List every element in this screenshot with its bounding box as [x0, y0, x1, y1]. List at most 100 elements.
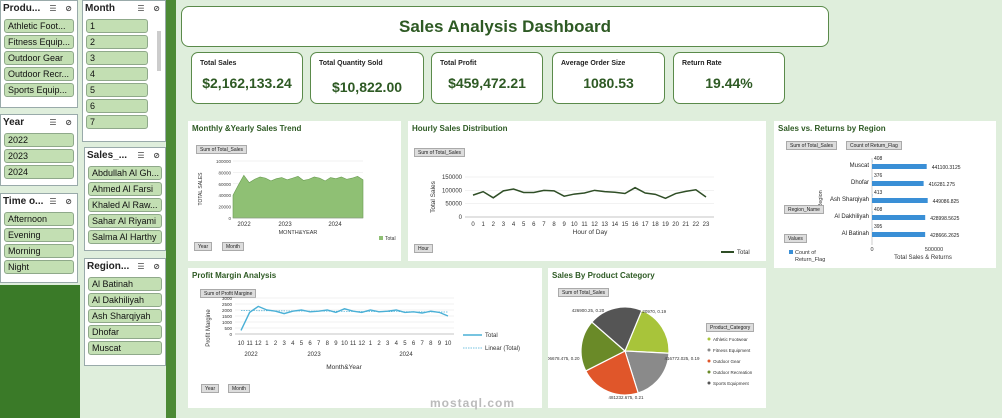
- x-tick-label: 17: [642, 222, 649, 228]
- field-button[interactable]: Sum of Total_Sales: [196, 145, 247, 154]
- sales-bar: [872, 215, 926, 220]
- filter-clear-icon[interactable]: ☰ ⊘: [137, 151, 163, 160]
- slicer-item[interactable]: 2022: [4, 133, 74, 147]
- chart-title: Sales vs. Returns by Region: [778, 124, 886, 133]
- kpi-label: Return Rate: [682, 60, 722, 67]
- region-label: Muscat: [850, 163, 870, 169]
- field-button[interactable]: Count of Return_Flag: [846, 141, 902, 150]
- slicer-item[interactable]: 4: [86, 67, 148, 81]
- month-field-button[interactable]: Month: [222, 242, 244, 251]
- x-tick-label: 12: [591, 222, 598, 228]
- y-tick-label: 1500: [222, 314, 233, 319]
- kpi-card-total-sales: Total Sales $2,162,133.24: [191, 52, 303, 104]
- year-field-button[interactable]: Year: [201, 384, 220, 393]
- filter-clear-icon[interactable]: ☰ ⊘: [137, 262, 163, 271]
- slicer-item[interactable]: Khaled Al Raw...: [88, 198, 162, 212]
- slicer-item[interactable]: Ahmed Al Farsi: [88, 182, 162, 196]
- year-slicer-title: Year: [3, 117, 25, 128]
- slicer-item[interactable]: Salma Al Harthy: [88, 230, 162, 244]
- x-tick-label: 4: [512, 222, 516, 228]
- slicer-item[interactable]: Al Batinah: [88, 277, 162, 291]
- year-field-button[interactable]: Year: [194, 242, 213, 251]
- category-field-button[interactable]: Product_Category: [706, 323, 755, 332]
- slicer-item[interactable]: Fitness Equip...: [4, 35, 74, 49]
- values-field-button[interactable]: Values: [784, 234, 807, 243]
- kpi-value: 19.44%: [705, 75, 753, 91]
- slicer-item[interactable]: Outdoor Gear: [4, 51, 74, 65]
- x-tick-label: 4: [395, 341, 399, 347]
- legend-label: Athletic Footwear: [713, 337, 748, 342]
- filter-clear-icon[interactable]: ☰ ⊘: [137, 4, 163, 13]
- slicer-item[interactable]: Sahar Al Riyami: [88, 214, 162, 228]
- slicer-item[interactable]: 5: [86, 83, 148, 97]
- region-field-button[interactable]: Region_Name: [784, 205, 824, 214]
- sales-label: 428998.5625: [930, 216, 959, 222]
- returns-label: 413: [874, 190, 883, 196]
- x-tick-label: 10: [341, 341, 348, 347]
- x-tick-label: 22: [693, 222, 700, 228]
- x-tick-label: 500000: [925, 247, 943, 253]
- slice-data-label: 481232.675, 0.21: [608, 395, 644, 400]
- kpi-value: $10,822.00: [331, 79, 403, 95]
- slicer-item[interactable]: 1: [86, 19, 148, 33]
- hourly-sales-line: [472, 186, 707, 200]
- x-tick-label: 1: [481, 222, 485, 228]
- y-tick-label: 20000: [218, 205, 231, 210]
- slicer-item[interactable]: 3: [86, 51, 148, 65]
- x-tick-label: 11: [581, 222, 588, 228]
- slicer-item[interactable]: 7: [86, 115, 148, 129]
- returns-label: 376: [874, 173, 883, 179]
- slicer-item[interactable]: Morning: [4, 244, 74, 258]
- slicer-item[interactable]: Evening: [4, 228, 74, 242]
- field-button[interactable]: Sum of Total_Sales: [786, 141, 837, 150]
- slicer-item[interactable]: Outdoor Recr...: [4, 67, 74, 81]
- filter-clear-icon[interactable]: ☰ ⊘: [49, 4, 75, 13]
- filter-clear-icon[interactable]: ☰ ⊘: [49, 118, 75, 127]
- legend-label: Total: [737, 250, 750, 256]
- kpi-label: Average Order Size: [561, 60, 626, 67]
- slicer-item[interactable]: Dhofar: [88, 325, 162, 339]
- hour-field-button[interactable]: Hour: [414, 244, 433, 253]
- returns-label: 408: [874, 156, 883, 162]
- slicer-item[interactable]: 2024: [4, 165, 74, 179]
- slicer-item[interactable]: Sports Equip...: [4, 83, 74, 97]
- year-label: 2022: [244, 352, 258, 358]
- y-tick-label: 150000: [442, 175, 463, 181]
- category-pie-chart[interactable]: Sales By Product Category Sum of Total_S…: [548, 268, 766, 408]
- sales-area: [232, 174, 364, 219]
- kpi-card-quantity: Total Quantity Sold $10,822.00: [310, 52, 424, 104]
- sales-bar: [872, 164, 927, 169]
- field-button[interactable]: Sum of Profit Margine: [200, 289, 257, 298]
- legend-label: Total: [385, 236, 396, 242]
- x-tick-label: 2: [377, 341, 381, 347]
- sales-trend-chart[interactable]: Monthly &Yearly Sales Trend Sum of Total…: [188, 121, 401, 261]
- x-tick-label: 6: [532, 222, 536, 228]
- slicer-item[interactable]: Athletic Foot...: [4, 19, 74, 33]
- year-label: 2024: [399, 352, 413, 358]
- slicer-item[interactable]: Afternoon: [4, 212, 74, 226]
- y-tick-label: 50000: [445, 202, 462, 208]
- slicer-item[interactable]: 2: [86, 35, 148, 49]
- returns-label: 408: [874, 207, 883, 213]
- slicer-item[interactable]: Muscat: [88, 341, 162, 355]
- slicer-scrollbar[interactable]: [157, 31, 161, 71]
- slicer-item[interactable]: 6: [86, 99, 148, 113]
- slicer-item[interactable]: Ash Sharqiyah: [88, 309, 162, 323]
- filter-clear-icon[interactable]: ☰ ⊘: [49, 197, 75, 206]
- profit-margin-chart[interactable]: Profit Margin Analysis Sum of Profit Mar…: [188, 268, 542, 408]
- x-axis-title: Month&Year: [326, 364, 362, 371]
- slicer-item[interactable]: Al Dakhiliyah: [88, 293, 162, 307]
- slicer-item[interactable]: Night: [4, 260, 74, 274]
- x-tick-label: 2: [492, 222, 496, 228]
- slice-data-label: 416772.025, 0.19: [664, 356, 700, 361]
- x-tick-label: 10: [571, 222, 578, 228]
- legend-label: Fitness Equipment: [713, 348, 751, 353]
- region-chart[interactable]: Sales vs. Returns by Region Sum of Total…: [774, 121, 996, 268]
- month-field-button[interactable]: Month: [228, 384, 250, 393]
- slicer-item[interactable]: 2023: [4, 149, 74, 163]
- field-button[interactable]: Sum of Total_Sales: [558, 288, 609, 297]
- field-button[interactable]: Sum of Total_Sales: [414, 148, 465, 157]
- pie-slice: [624, 350, 670, 394]
- slicer-item[interactable]: Abdullah Al Gh...: [88, 166, 162, 180]
- hourly-sales-chart[interactable]: Hourly Sales Distribution Sum of Total_S…: [408, 121, 766, 261]
